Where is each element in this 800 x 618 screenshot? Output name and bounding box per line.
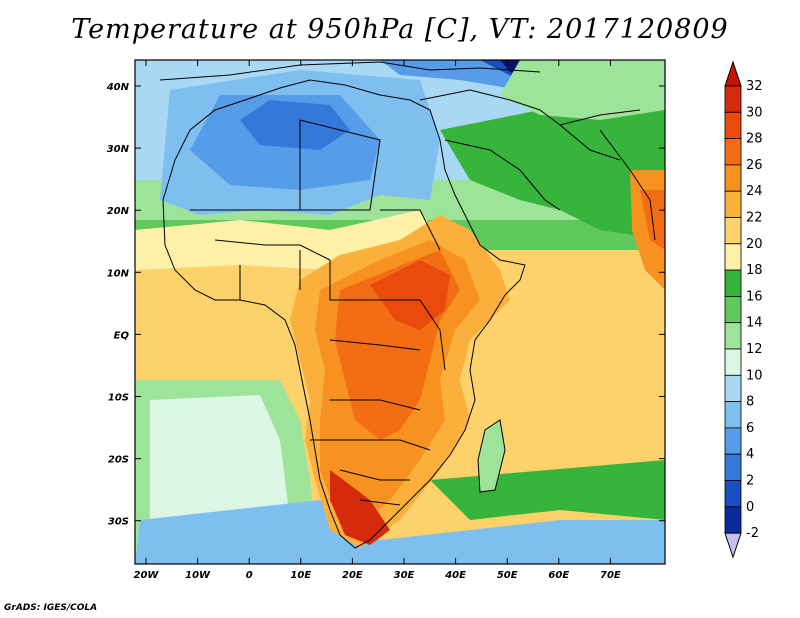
colorbar-label: 0 — [746, 500, 754, 515]
lat-tick-label: 10N — [107, 268, 130, 279]
lon-tick-label: 10W — [185, 570, 211, 581]
colorbar-label: 18 — [746, 263, 763, 278]
map-title: Temperature at 950hPa [C], VT: 201712080… — [71, 14, 729, 45]
colorbar-swatch — [724, 506, 742, 534]
lat-tick-label: 30N — [107, 144, 130, 155]
colorbar-label: 12 — [746, 342, 763, 357]
madagascar-outline — [477, 419, 506, 493]
colorbar-swatch — [724, 85, 742, 113]
lon-tick-label: 30E — [394, 570, 415, 581]
colorbar-label: 22 — [746, 211, 763, 226]
colorbar-top-arrow — [724, 60, 742, 87]
colorbar-swatch — [724, 374, 742, 402]
colorbar-swatch — [724, 322, 742, 350]
colorbar-label: 20 — [746, 237, 763, 252]
lat-tick-label: 20S — [108, 455, 129, 466]
colorbar-label: 30 — [746, 105, 763, 120]
colorbar-swatch — [724, 243, 742, 271]
temperature-field — [135, 60, 665, 564]
colorbar-swatch — [724, 401, 742, 429]
lat-tick-label: 20N — [107, 206, 130, 217]
lon-tick-label: 60E — [548, 570, 569, 581]
arabia-green-region — [440, 90, 665, 240]
lon-tick-label: 70E — [600, 570, 621, 581]
latitude-axis: 40N 30N 20N 10N EQ 10S 20S 30S — [106, 82, 665, 528]
colorbar-swatch — [724, 164, 742, 192]
colorbar-swatch — [724, 427, 742, 455]
colorbar-swatch — [724, 111, 742, 140]
colorbar-label: 16 — [746, 289, 763, 304]
lon-tick-label: 20W — [134, 570, 160, 581]
lon-tick-label: 10E — [290, 570, 311, 581]
colorbar-swatch — [724, 348, 742, 376]
colorbar-label: 4 — [746, 447, 754, 462]
colorbar-label: 8 — [746, 395, 754, 410]
colorbar-label: 2 — [746, 474, 754, 489]
lon-tick-label: 0 — [246, 570, 253, 581]
colorbar-swatch — [724, 480, 742, 508]
country-outlines — [159, 61, 656, 549]
lat-tick-label: EQ — [114, 330, 130, 341]
colorbar-label: 26 — [746, 158, 763, 173]
lon-tick-label: 50E — [497, 570, 518, 581]
colorbar-swatch — [724, 453, 742, 481]
colorbar-label: 6 — [746, 421, 754, 436]
colorbar-label: 14 — [746, 316, 763, 331]
colorbar-bottom-arrow — [724, 532, 742, 559]
colorbar-swatch — [724, 138, 742, 166]
colorbar-swatch — [724, 295, 742, 324]
longitude-axis: 20W 10W 0 10E 20E 30E 40E 50E 60E 70E — [134, 60, 621, 581]
colorbar-label: 32 — [746, 79, 763, 94]
colorbar-label: 28 — [746, 132, 763, 147]
grads-credit: GrADS: IGES/COLA — [4, 603, 98, 613]
lat-tick-label: 40N — [106, 82, 130, 93]
colorbar-label: -2 — [746, 526, 759, 541]
colorbar-label: 10 — [746, 368, 763, 383]
colorbar-swatch — [724, 190, 742, 218]
africa-coastline — [162, 79, 526, 549]
plot-frame — [134, 59, 666, 565]
lat-tick-label: 30S — [108, 517, 129, 528]
lon-tick-label: 20E — [342, 570, 363, 581]
madagascar-cool — [478, 420, 505, 492]
colorbar-swatch — [724, 217, 742, 245]
lat-tick-label: 10S — [108, 393, 129, 404]
colorbar-swatch — [724, 269, 742, 297]
lon-tick-label: 40E — [444, 570, 466, 581]
colorbar-label: 24 — [746, 184, 763, 199]
